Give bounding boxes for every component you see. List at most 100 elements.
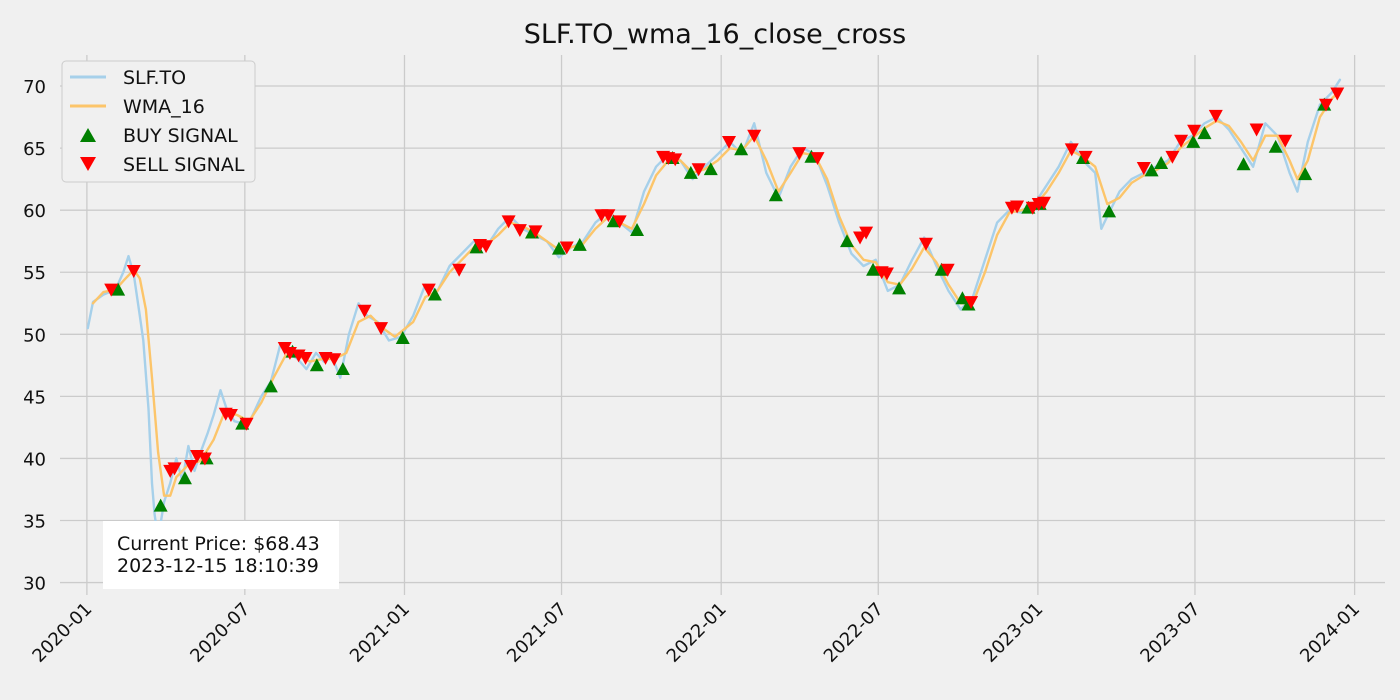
sell-signal-marker <box>1249 123 1264 137</box>
buy-signal-marker <box>572 237 587 251</box>
y-tick-label: 65 <box>23 139 46 160</box>
y-tick-label: 50 <box>23 325 46 346</box>
buy-signal-marker <box>768 188 783 202</box>
buy-signal-marker <box>263 379 278 393</box>
sell-signal-marker <box>104 283 119 297</box>
sell-signal-marker <box>452 263 467 277</box>
sell-signal-marker <box>357 304 372 318</box>
legend: SLF.TO WMA_16 BUY SIGNAL SELL SIGNAL <box>61 60 256 183</box>
buy-signal-marker <box>153 498 168 512</box>
sell-signal-marker <box>479 240 494 254</box>
sell-signal-marker <box>853 231 868 245</box>
y-axis-ticks: 30 35 40 45 50 55 60 65 70 <box>23 77 46 595</box>
current-price-annotation: Current Price: $68.43 2023-12-15 18:10:3… <box>103 521 339 589</box>
y-tick-label: 30 <box>23 574 46 595</box>
buy-signal-marker <box>309 358 324 372</box>
sell-signal-marker <box>940 263 955 277</box>
buy-signal-marker <box>1154 156 1169 169</box>
buy-signal-marker <box>630 223 645 236</box>
y-tick-label: 45 <box>23 387 46 408</box>
buy-signal-marker <box>395 331 410 344</box>
sell-signal-marker <box>792 147 807 161</box>
buy-signal-marker <box>734 142 749 156</box>
signal-layer <box>104 87 1345 512</box>
buy-signal-marker <box>1102 204 1117 218</box>
sell-signal-marker <box>1136 162 1151 175</box>
buy-signal-marker <box>683 165 698 179</box>
buy-signal-marker <box>934 262 949 276</box>
price-line <box>86 78 1342 541</box>
sell-signal-marker <box>559 241 574 255</box>
annotation-box <box>103 521 339 589</box>
sell-signal-marker <box>197 452 212 466</box>
legend-price-label: SLF.TO <box>123 67 186 89</box>
buy-signal-marker <box>427 287 442 301</box>
sell-signal-marker <box>374 322 389 336</box>
legend-sell-marker <box>80 157 96 171</box>
sell-signal-marker <box>601 209 616 223</box>
sell-signal-marker <box>298 351 313 365</box>
sell-signal-marker <box>501 215 516 229</box>
sell-signal-marker <box>747 129 762 143</box>
legend-wma-label: WMA_16 <box>123 96 205 118</box>
legend-buy-marker <box>80 128 96 142</box>
sell-signal-marker <box>1036 196 1051 210</box>
buy-signal-marker <box>1197 126 1212 140</box>
buy-signal-marker <box>892 281 907 295</box>
y-tick-label: 40 <box>23 449 46 470</box>
sell-signal-marker <box>528 225 543 239</box>
y-tick-label: 35 <box>23 512 46 533</box>
sell-signal-marker <box>184 459 199 473</box>
y-tick-label: 60 <box>23 201 46 222</box>
sell-signal-marker <box>722 135 737 149</box>
legend-box <box>61 60 256 183</box>
legend-buy-label: BUY SIGNAL <box>123 125 238 147</box>
sell-signal-marker <box>126 265 141 278</box>
sell-signal-marker <box>1278 134 1293 148</box>
sell-signal-marker <box>964 296 979 310</box>
sell-signal-marker <box>1064 143 1079 157</box>
sell-signal-marker <box>1165 150 1180 164</box>
y-tick-label: 55 <box>23 263 46 284</box>
sell-signal-marker <box>1330 87 1345 101</box>
buy-signal-marker <box>1186 134 1201 148</box>
sell-signal-marker <box>879 267 894 281</box>
buy-signal-marker <box>840 234 855 248</box>
buy-signal-marker <box>1236 157 1251 171</box>
grid <box>60 55 1385 595</box>
buy-signal-marker <box>606 214 621 228</box>
sell-signal-marker <box>668 153 683 167</box>
sell-signal-marker <box>421 283 436 297</box>
sell-signal-marker <box>239 417 254 431</box>
y-tick-label: 70 <box>23 77 46 98</box>
buy-signal-marker <box>335 362 350 376</box>
sell-signal-marker <box>810 152 825 166</box>
annotation-timestamp: 2023-12-15 18:10:39 <box>117 555 319 577</box>
sell-signal-marker <box>612 215 627 229</box>
sell-signal-marker <box>327 353 342 367</box>
buy-signal-marker <box>955 291 970 305</box>
sell-signal-marker <box>1174 134 1189 148</box>
buy-signal-marker <box>1144 163 1159 177</box>
buy-signal-marker <box>703 162 718 176</box>
sell-signal-marker <box>859 226 874 240</box>
annotation-price: Current Price: $68.43 <box>117 533 320 555</box>
sell-signal-marker <box>512 224 527 238</box>
buy-signal-marker <box>551 241 566 255</box>
chart-title: SLF.TO_wma_16_close_cross <box>524 19 907 50</box>
sell-signal-marker <box>1187 124 1202 138</box>
sell-signal-marker <box>1010 200 1025 214</box>
sell-signal-marker <box>1318 98 1333 112</box>
sell-signal-marker <box>918 237 933 251</box>
sell-signal-marker <box>1078 150 1093 164</box>
buy-signal-marker <box>111 282 126 296</box>
sell-signal-marker <box>691 163 706 177</box>
sell-signal-marker <box>223 409 238 422</box>
sell-signal-marker <box>1208 109 1223 123</box>
buy-signal-marker <box>866 262 881 276</box>
sell-signal-marker <box>167 462 182 476</box>
buy-signal-marker <box>177 471 192 485</box>
buy-signal-marker <box>1298 167 1313 181</box>
buy-signal-marker <box>1268 139 1283 153</box>
